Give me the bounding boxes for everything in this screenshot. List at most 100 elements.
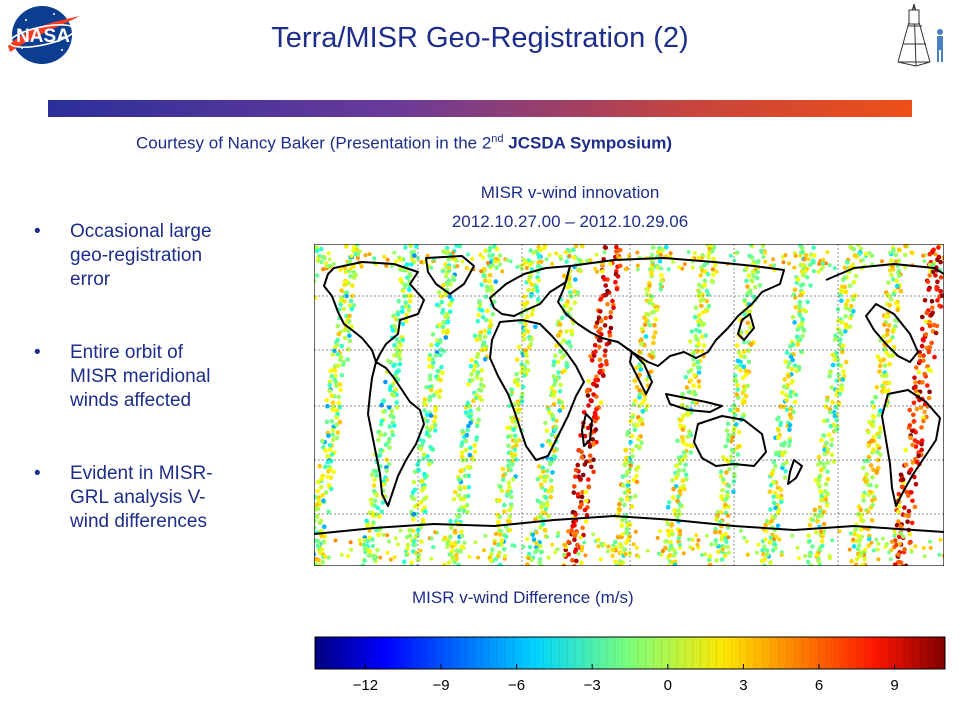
swath-point [526,278,532,283]
swath-point [503,553,508,558]
swath-point [687,339,693,344]
swath-point [554,343,559,348]
swath-point [801,327,807,333]
swath-point [881,385,886,391]
swath-point [407,271,413,277]
swath-point [459,443,464,448]
swath-point [680,266,685,271]
swath-point [556,530,561,535]
swath-point [744,329,750,335]
swath-point [468,364,474,369]
swath-point [843,289,849,295]
swath-point [598,557,603,562]
swath-point [736,429,742,435]
swath-point [451,250,456,255]
swath-point [728,407,733,413]
swath-point [882,363,888,368]
swath-point [741,375,746,381]
swath-point [714,269,719,274]
swath-point [588,354,593,359]
swath-point [799,269,805,274]
swath-point [767,489,773,494]
swath-point [928,545,933,550]
swath-point [414,533,419,538]
swath-point [368,497,374,503]
swath-point [856,244,861,248]
swath-point [405,546,410,551]
swath-point [326,251,331,256]
swath-point [400,337,406,343]
swath-point [887,338,893,343]
swath-point [441,283,446,288]
swath-point [681,468,686,473]
swath-point [668,539,673,545]
swath-point [849,559,854,564]
swath-point [335,323,340,329]
swath-point [330,400,336,406]
swath-point [591,532,596,537]
swath-point [826,432,832,438]
swath-point [407,533,413,538]
swath-point [812,253,817,258]
swath-point [401,559,407,564]
swath-point [531,251,536,255]
swath-point [670,495,676,500]
swath-point [443,292,448,298]
swath-point [659,253,663,257]
swath-point [775,417,780,422]
swath-point [866,430,871,435]
swath-point [622,502,627,508]
swath-point [820,261,825,266]
swath-point [690,537,695,542]
swath-point [913,388,919,394]
swath-point [535,548,540,552]
swath-point [742,399,747,405]
swath-point [896,552,901,557]
swath-point [446,257,451,262]
swath-point [921,253,926,258]
swath-point [627,552,632,557]
swath-point [458,468,463,474]
swath-point [405,275,410,280]
swath-point [579,449,584,455]
swath-point [505,425,510,431]
swath-point [381,409,386,414]
swath-point [516,344,522,350]
swath-point [398,277,403,282]
swath-point [842,265,848,271]
swath-point [344,290,350,295]
swath-point [884,332,890,337]
swath-point [697,289,702,295]
swath-point [432,419,437,424]
swath-point [507,403,512,409]
swath-point [718,519,723,525]
swath-point [836,318,841,324]
swath-point [585,387,591,393]
swath-point [501,473,506,478]
swath-point [860,534,865,539]
swath-point [861,498,866,503]
swath-point [647,283,652,288]
swath-point [462,540,467,545]
swath-point [800,262,805,267]
swath-point [615,534,621,540]
swath-point [322,256,327,261]
swath-point [892,562,898,566]
swath-point [735,383,740,388]
bullet-line: Evident in MISR- [70,463,213,484]
swath-point [344,244,349,249]
swath-point [454,244,459,248]
swath-point [603,348,608,354]
swath-point [464,432,470,438]
swath-point [385,550,390,555]
swath-point [569,328,574,334]
swath-point [688,443,693,448]
swath-point [372,477,377,483]
swath-point [637,444,643,450]
swath-point [349,306,355,312]
swath-point [584,498,589,504]
orbit-swath [525,244,585,566]
swath-point [614,244,619,250]
swath-point [538,544,543,549]
swath-point [700,310,706,315]
